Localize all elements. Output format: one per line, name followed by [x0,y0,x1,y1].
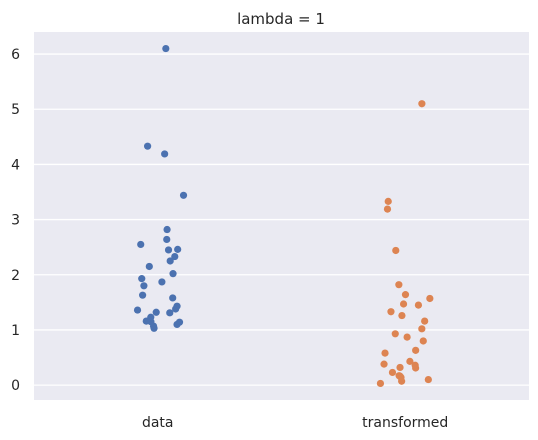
point-transformed [414,301,423,309]
data-points [133,44,434,388]
point-transformed [388,368,397,377]
point-data [139,291,147,299]
point-transformed [396,363,404,372]
point-transformed [421,317,429,325]
point-data [137,240,145,249]
point-transformed [395,281,403,289]
point-data [174,245,182,253]
point-data [169,294,177,302]
point-data [169,270,177,278]
point-data [158,278,166,286]
y-tick-label: 5 [11,102,20,118]
point-transformed [412,364,420,372]
x-tick-labels: data transformed [142,415,448,431]
point-transformed [392,246,400,255]
point-data [140,282,148,290]
point-data [164,246,173,254]
point-transformed [383,205,392,213]
point-data [162,44,170,53]
point-transformed [426,294,434,303]
x-tick-label-transformed: transformed [362,415,448,431]
point-data [145,262,153,271]
point-data [163,225,171,234]
point-transformed [391,330,399,338]
y-tick-label: 3 [11,213,20,229]
point-data [144,142,152,150]
x-tick-label-data: data [142,415,174,431]
y-tick-label: 0 [11,378,20,394]
point-data [166,257,174,265]
point-transformed [380,360,388,368]
point-data [163,235,171,244]
point-transformed [424,375,432,384]
point-transformed [387,308,395,316]
y-tick-labels: 0 1 2 3 4 5 6 [11,47,20,394]
point-data [150,324,158,332]
point-transformed [399,300,408,308]
y-tick-label: 4 [11,157,20,173]
point-transformed [398,311,406,320]
point-data [172,305,180,313]
point-transformed [406,357,414,365]
point-data [166,309,174,317]
point-transformed [418,325,426,333]
point-transformed [419,337,427,345]
point-data [152,308,160,316]
y-tick-label: 6 [11,47,20,63]
grid-lines [34,53,529,386]
point-data [171,252,179,261]
point-transformed [403,333,411,341]
point-transformed [384,197,392,205]
plot-background [34,32,529,400]
point-data [133,306,142,314]
point-transformed [401,291,410,299]
point-data [173,320,181,329]
point-transformed [381,349,389,357]
point-transformed [412,346,420,354]
y-tick-label: 1 [11,323,20,339]
point-transformed [398,377,406,385]
point-data [138,275,146,283]
y-tick-label: 2 [11,268,20,284]
chart-title: lambda = 1 [237,10,325,28]
point-transformed [418,100,426,108]
point-data [179,191,188,199]
point-data [161,150,169,158]
point-transformed [376,379,385,388]
